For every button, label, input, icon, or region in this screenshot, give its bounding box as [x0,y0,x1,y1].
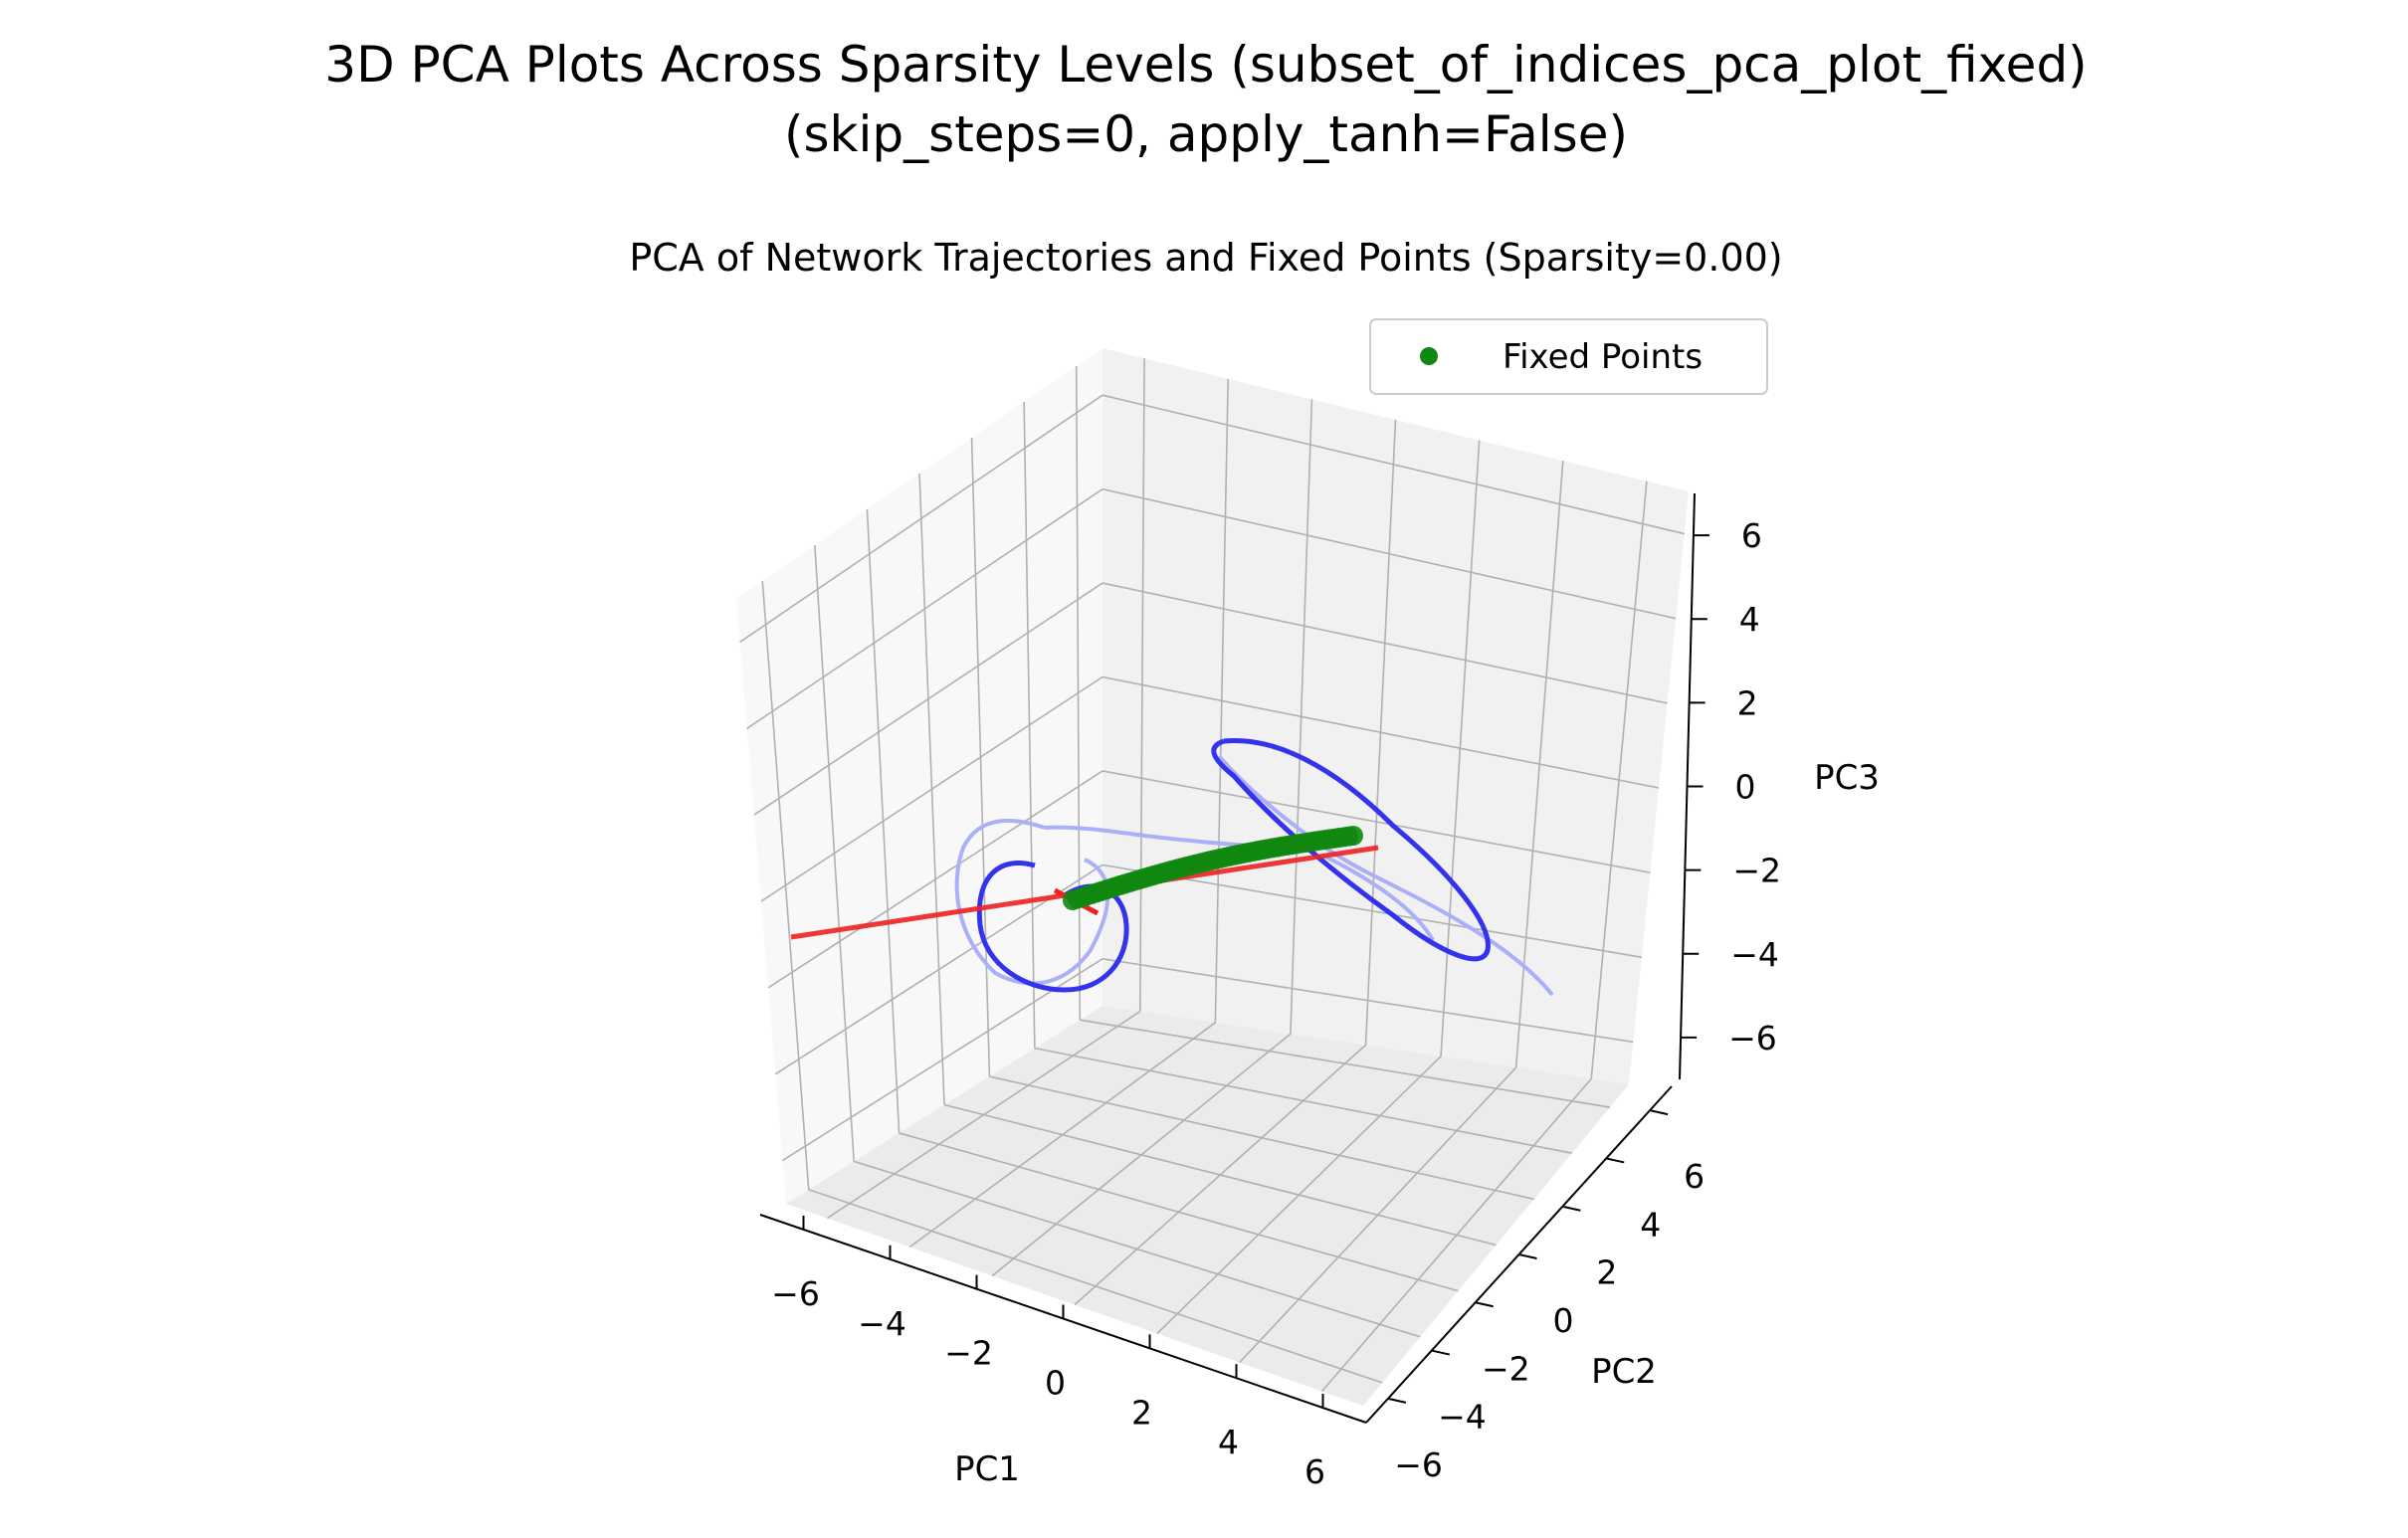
gridline-x-floor [1320,1077,1592,1393]
y-tick-mark [1518,1253,1537,1259]
y-tick-mark [1605,1157,1625,1164]
trajectory-faded-right [1217,754,1554,997]
gridline-z-back [1102,394,1685,535]
gridline-y-wall [970,437,991,1077]
figure-suptitle-line1: 3D PCA Plots Across Sparsity Levels (sub… [324,36,2087,94]
gridline-y-floor [989,1075,1534,1201]
y-tick-mark [1562,1205,1581,1212]
x-tick-label: 2 [1131,1393,1152,1432]
x-axis-label: PC1 [954,1449,1020,1489]
y-tick-label: 2 [1596,1253,1617,1292]
gridline-y-floor [1034,1047,1572,1154]
gridline-x-floor [1156,1056,1442,1335]
gridline-y-floor [943,1103,1497,1247]
gridline-y-wall [1075,365,1082,1021]
gridline-z-left [739,394,1104,644]
trajectory-left-loop [976,861,1129,993]
gridline-x-wall [1590,481,1648,1079]
y-tick-label: −4 [1438,1398,1487,1437]
z-tick-label: 0 [1735,768,1756,807]
y-tick-label: −2 [1482,1349,1530,1388]
plot-content [790,737,1554,997]
legend: Fixed Points [1369,318,1768,395]
gridline-z-left [760,675,1104,902]
y-tick-label: 4 [1640,1205,1661,1244]
chart-title: PCA of Network Trajectories and Fixed Po… [629,236,1782,280]
gridline-y-wall [1023,401,1036,1049]
trajectory-faded-left [954,819,1110,986]
tick-marks [802,534,1709,1409]
y-tick-label: −6 [1394,1445,1443,1484]
z-tick-label: 6 [1741,516,1762,555]
gridline-y-floor [1080,1019,1611,1108]
legend-label-fixed-points: Fixed Points [1503,337,1703,377]
trajectory-right-loop [1211,737,1491,962]
y-tick-label: 0 [1553,1301,1574,1340]
x-tick-label: −2 [944,1334,993,1373]
x-tick-label: −4 [858,1304,906,1343]
y-tick-mark [1387,1397,1407,1404]
y-tick-label: 6 [1684,1157,1705,1196]
trajectory-faded-right-tail [1322,854,1435,941]
figure-suptitle-line2: (skip_steps=0, apply_tanh=False) [784,105,1628,163]
grid-lines [739,358,1685,1393]
x-tick-label: 0 [1045,1364,1066,1403]
gridline-z-back [1102,582,1668,704]
y-axis-label: PC2 [1591,1352,1657,1392]
z-tick-label: 2 [1737,683,1758,722]
z-tick-label: 4 [1739,600,1760,639]
gridline-z-back [1102,487,1677,620]
x-tick-label: −6 [771,1274,820,1313]
x-tick-label: 6 [1304,1452,1325,1491]
z-tick-label: −2 [1732,852,1781,890]
gridline-z-left [746,487,1104,729]
y-tick-mark [1649,1109,1669,1116]
gridline-x-floor [1239,1066,1517,1364]
y-tick-mark [1431,1349,1451,1356]
legend-box [1369,318,1768,395]
z-tick-label: −4 [1730,935,1779,974]
gridline-z-left [753,582,1104,816]
pane-back-wall [1103,348,1689,1084]
x-tick-label: 4 [1218,1423,1239,1461]
fixed-points-series [1063,826,1363,910]
legend-marker-fixed-points [1420,347,1438,365]
y-tick-mark [1475,1301,1494,1308]
z-axis-label: PC3 [1814,758,1880,798]
pane-left-wall [736,348,1103,1204]
z-tick-label: −6 [1728,1019,1777,1057]
gridline-z-back [1102,675,1660,789]
fixed-point-marker [1343,826,1363,846]
